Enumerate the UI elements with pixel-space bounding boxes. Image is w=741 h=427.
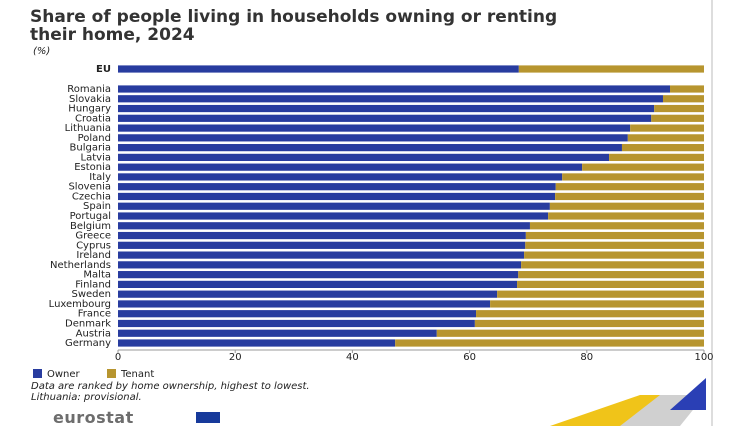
chart-subtitle: (%): [33, 46, 51, 57]
decoration: [670, 378, 706, 410]
note: Data are ranked by home ownership, highe…: [31, 381, 310, 392]
logo: eurostat: [53, 408, 134, 427]
chart-title: Share of people living in households own…: [30, 7, 558, 45]
note: Lithuania: provisional.: [31, 392, 142, 403]
